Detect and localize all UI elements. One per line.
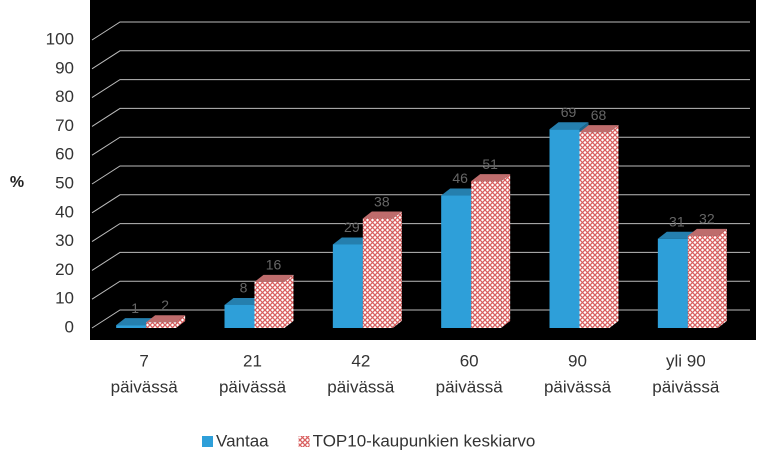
value-label: 8: [240, 280, 248, 296]
y-tick-label: 80: [55, 87, 74, 106]
y-tick-label: 30: [55, 231, 74, 250]
bar: [224, 304, 255, 328]
bar: [657, 238, 688, 328]
bar-side: [501, 174, 511, 328]
bar-top: [254, 274, 294, 282]
x-tick-label: päivässä: [111, 377, 179, 396]
bar-top: [579, 125, 619, 133]
bar-top: [332, 237, 372, 245]
bar: [332, 244, 363, 328]
y-tick-label: 40: [55, 202, 74, 221]
bar: [146, 322, 177, 328]
bar-top: [657, 231, 697, 239]
grid-line: [91, 136, 750, 156]
bar: [471, 181, 502, 328]
bar: [116, 325, 147, 328]
bar: [441, 195, 472, 328]
x-tick-label: päivässä: [544, 377, 612, 396]
legend-swatch: [202, 436, 213, 447]
bar-top: [362, 211, 402, 219]
bar-side: [284, 274, 294, 328]
bar: [579, 132, 610, 328]
x-tick-label: 21: [243, 351, 262, 370]
bar-top: [146, 315, 186, 323]
bar-group: [254, 274, 294, 328]
grid-line: [91, 79, 750, 99]
y-tick-label: 20: [55, 260, 74, 279]
value-label: 68: [591, 107, 607, 123]
y-tick-label: 10: [55, 289, 74, 308]
bar-top: [549, 122, 589, 130]
grid-line: [91, 165, 750, 185]
bar: [254, 281, 285, 328]
x-tick-label: 90: [568, 351, 587, 370]
value-label: 69: [561, 104, 577, 120]
legend-label: Vantaa: [216, 431, 269, 450]
bar: [687, 235, 718, 328]
bar-top: [687, 228, 727, 236]
bar-top: [224, 297, 264, 305]
x-tick-label: yli 90: [666, 351, 706, 370]
bar-group: [362, 211, 402, 328]
legend-label: TOP10-kaupunkien keskiarvo: [313, 431, 536, 450]
bar-top: [471, 174, 511, 182]
x-tick-label: 7: [139, 351, 148, 370]
legend-swatch: [298, 436, 310, 447]
value-label: 29: [344, 219, 360, 235]
x-tick-label: päivässä: [436, 377, 504, 396]
value-label: 51: [482, 156, 498, 172]
bar-group: [579, 125, 619, 328]
y-tick-label: 60: [55, 145, 74, 164]
y-tick-label: 70: [55, 116, 74, 135]
grid-line: [91, 50, 750, 70]
value-label: 38: [374, 193, 390, 209]
x-tick-label: 60: [460, 351, 479, 370]
grid-line: [91, 107, 750, 127]
x-tick-label: päivässä: [652, 377, 720, 396]
grid-line: [91, 223, 750, 243]
bar-side: [176, 315, 186, 328]
x-tick-label: 42: [351, 351, 370, 370]
value-label: 31: [669, 213, 685, 229]
value-label: 2: [161, 297, 169, 313]
bar-side: [392, 211, 402, 328]
value-label: 32: [699, 211, 715, 227]
bar-group: [471, 174, 511, 328]
grid-line: [91, 280, 750, 300]
value-label: 46: [452, 170, 468, 186]
bar-top: [441, 188, 481, 196]
bar-side: [717, 228, 727, 328]
y-tick-label: 0: [65, 317, 74, 336]
bar-side: [609, 125, 619, 328]
plot-area: [90, 0, 756, 340]
y-tick-label: 50: [55, 173, 74, 192]
y-tick-label: 90: [55, 58, 74, 77]
bar-group: [146, 315, 186, 328]
bar: [362, 218, 393, 328]
y-axis-label: %: [10, 174, 24, 191]
grid-line: [91, 21, 750, 41]
bar-group: [687, 228, 727, 328]
bar: [549, 129, 580, 328]
grid-line: [91, 194, 750, 214]
value-label: 16: [266, 257, 282, 273]
x-tick-label: päivässä: [219, 377, 287, 396]
x-tick-label: päivässä: [327, 377, 395, 396]
grid-line: [91, 309, 750, 329]
bar-top: [116, 318, 156, 326]
y-tick-label: 100: [46, 29, 74, 48]
value-label: 1: [131, 300, 139, 316]
grid-line: [91, 251, 750, 271]
